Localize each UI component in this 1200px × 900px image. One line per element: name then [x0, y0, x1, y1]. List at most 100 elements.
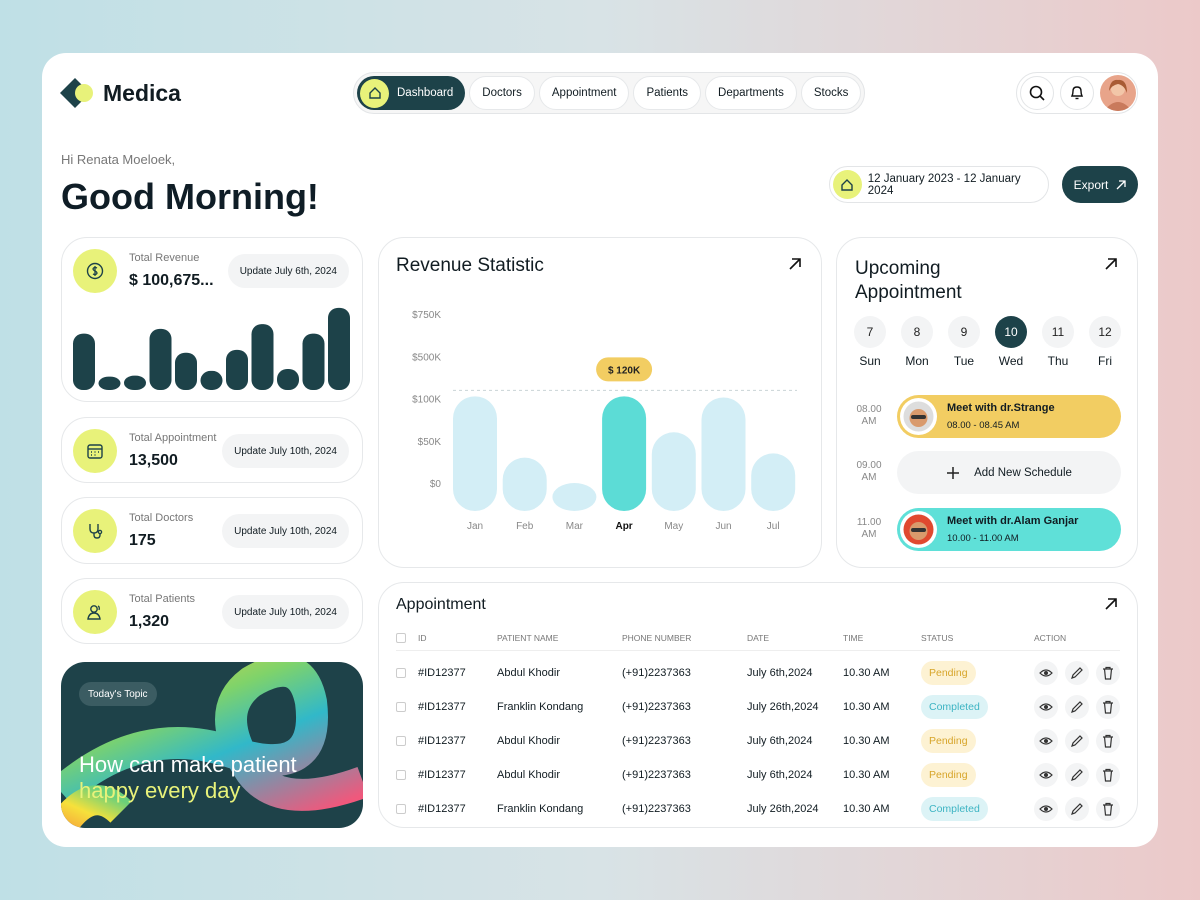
- delete-button[interactable]: [1096, 797, 1120, 821]
- table-cell: Abdul Khodir: [497, 667, 560, 679]
- row-checkbox[interactable]: [396, 668, 406, 678]
- table-cell: July 6th,2024: [747, 735, 813, 747]
- nav-item[interactable]: Departments: [705, 76, 797, 110]
- stat-card: Total Patients 1,320 Update July 10th, 202…: [61, 578, 363, 644]
- view-button[interactable]: [1034, 763, 1058, 787]
- decoration: [1071, 667, 1083, 679]
- action-icon: [1071, 667, 1083, 679]
- stat-update: Update July 10th, 2024: [222, 595, 349, 629]
- edit-button[interactable]: [1065, 661, 1089, 685]
- stat-card: Total Appointment 13,500 Update July 10th,…: [61, 417, 363, 483]
- decoration: [1071, 701, 1083, 713]
- delete-button[interactable]: [1096, 661, 1120, 685]
- day-number[interactable]: 10: [995, 316, 1027, 348]
- headline: Good Morning!: [61, 176, 319, 217]
- stat-update: Update July 10th, 2024: [222, 434, 349, 468]
- search-button[interactable]: [1020, 76, 1054, 110]
- stat-card: Total Doctors 175 Update July 10th, 2024: [61, 497, 363, 564]
- row-checkbox[interactable]: [396, 702, 406, 712]
- decoration: [789, 258, 801, 270]
- decoration: [1044, 671, 1048, 675]
- nav-label: Departments: [718, 87, 784, 99]
- add-label: Add New Schedule: [974, 466, 1072, 479]
- upcoming-expand[interactable]: [1104, 257, 1118, 271]
- day-number[interactable]: 11: [1042, 316, 1074, 348]
- day-number[interactable]: 12: [1089, 316, 1121, 348]
- action-icon: [1071, 735, 1083, 747]
- nav-item[interactable]: Doctors: [469, 76, 535, 110]
- stat-icon: [73, 590, 117, 634]
- row-checkbox[interactable]: [396, 770, 406, 780]
- column-header: DATE: [747, 633, 770, 643]
- revenue-panel: [378, 237, 822, 568]
- revenue-expand[interactable]: [788, 257, 802, 271]
- nav-label: Stocks: [813, 87, 849, 99]
- view-button[interactable]: [1034, 695, 1058, 719]
- table-cell: Franklin Kondang: [497, 701, 584, 713]
- day-number[interactable]: 7: [854, 316, 886, 348]
- decoration: [1116, 179, 1126, 189]
- day-name: Sun: [859, 354, 881, 368]
- add-schedule[interactable]: Add New Schedule: [897, 451, 1121, 494]
- delete-button[interactable]: [1096, 763, 1120, 787]
- topic-card[interactable]: Today's Topic How can make patient happy…: [61, 662, 363, 828]
- edit-button[interactable]: [1065, 695, 1089, 719]
- user-avatar[interactable]: [1100, 75, 1136, 111]
- notification-button[interactable]: [1060, 76, 1094, 110]
- edit-button[interactable]: [1065, 729, 1089, 753]
- table-cell: (+91)2237363: [622, 803, 691, 815]
- nav-label: Dashboard: [397, 87, 454, 99]
- edit-button[interactable]: [1065, 797, 1089, 821]
- event-range: 10.00 - 11.00 AM: [947, 533, 1019, 544]
- appointment-expand[interactable]: [1104, 597, 1118, 611]
- day-name: Mon: [905, 354, 929, 368]
- event-card[interactable]: Meet with dr.Alam Ganjar 10.00 - 11.00 AM: [897, 508, 1121, 551]
- greeting: Hi Renata Moeloek,: [61, 152, 176, 167]
- decoration: [1105, 598, 1117, 610]
- day-name: Tue: [953, 354, 975, 368]
- delete-button[interactable]: [1096, 695, 1120, 719]
- table-cell: Franklin Kondang: [497, 803, 584, 815]
- header-checkbox[interactable]: [396, 633, 406, 643]
- table-cell: 10.30 AM: [843, 667, 890, 679]
- plus-icon: [947, 466, 960, 479]
- event-card[interactable]: Meet with dr.Strange 08.00 - 08.45 AM: [897, 395, 1121, 438]
- view-button[interactable]: [1034, 797, 1058, 821]
- decoration: [61, 662, 363, 811]
- decoration: [1103, 700, 1113, 714]
- delete-button[interactable]: [1096, 729, 1120, 753]
- day-number[interactable]: 8: [901, 316, 933, 348]
- export-button[interactable]: Export: [1062, 166, 1138, 203]
- appointment-title: Appointment: [396, 596, 486, 613]
- nav-item[interactable]: Dashboard: [357, 76, 466, 110]
- nav-item[interactable]: Stocks: [800, 76, 862, 110]
- event-range: 08.00 - 08.45 AM: [947, 420, 1020, 431]
- decoration: [841, 178, 854, 191]
- nav-item[interactable]: Patients: [633, 76, 702, 110]
- decoration: [1071, 803, 1083, 815]
- day-name: Wed: [998, 354, 1024, 368]
- table-cell: Abdul Khodir: [497, 769, 560, 781]
- decoration: [86, 262, 104, 280]
- view-button[interactable]: [1034, 729, 1058, 753]
- row-checkbox[interactable]: [396, 736, 406, 746]
- decoration: [91, 451, 99, 456]
- edit-button[interactable]: [1065, 763, 1089, 787]
- topic-tag: Today's Topic: [79, 682, 157, 706]
- action-icon: [1103, 768, 1113, 782]
- day-number[interactable]: 9: [948, 316, 980, 348]
- appointment-panel: [378, 582, 1138, 828]
- decoration: [90, 605, 98, 613]
- view-button[interactable]: [1034, 661, 1058, 685]
- date-range-picker[interactable]: 12 January 2023 - 12 January 2024: [829, 166, 1049, 203]
- decoration: [1039, 95, 1045, 101]
- topic-line-2: happy every day: [79, 778, 241, 803]
- decoration: [87, 612, 101, 620]
- nav-item[interactable]: Appointment: [538, 76, 630, 110]
- decoration: [1116, 179, 1126, 189]
- stat-label: Total Revenue: [129, 252, 200, 264]
- table-cell: 10.30 AM: [843, 701, 890, 713]
- doctor-avatar: [900, 511, 937, 548]
- header-actions: [1016, 72, 1138, 114]
- row-checkbox[interactable]: [396, 804, 406, 814]
